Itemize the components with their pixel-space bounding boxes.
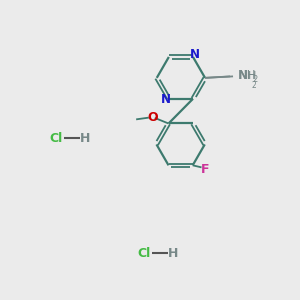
Text: O: O xyxy=(147,110,158,124)
Text: 2: 2 xyxy=(252,75,257,84)
Text: F: F xyxy=(201,163,210,176)
Text: H: H xyxy=(248,71,256,81)
Text: H: H xyxy=(80,132,90,145)
Text: N: N xyxy=(190,48,200,61)
Text: H: H xyxy=(168,247,179,260)
Text: 2: 2 xyxy=(252,81,256,90)
Text: Cl: Cl xyxy=(137,247,151,260)
Text: NH: NH xyxy=(239,69,256,82)
Text: Cl: Cl xyxy=(49,132,62,145)
Text: N: N xyxy=(238,69,248,82)
Text: N: N xyxy=(161,93,171,106)
